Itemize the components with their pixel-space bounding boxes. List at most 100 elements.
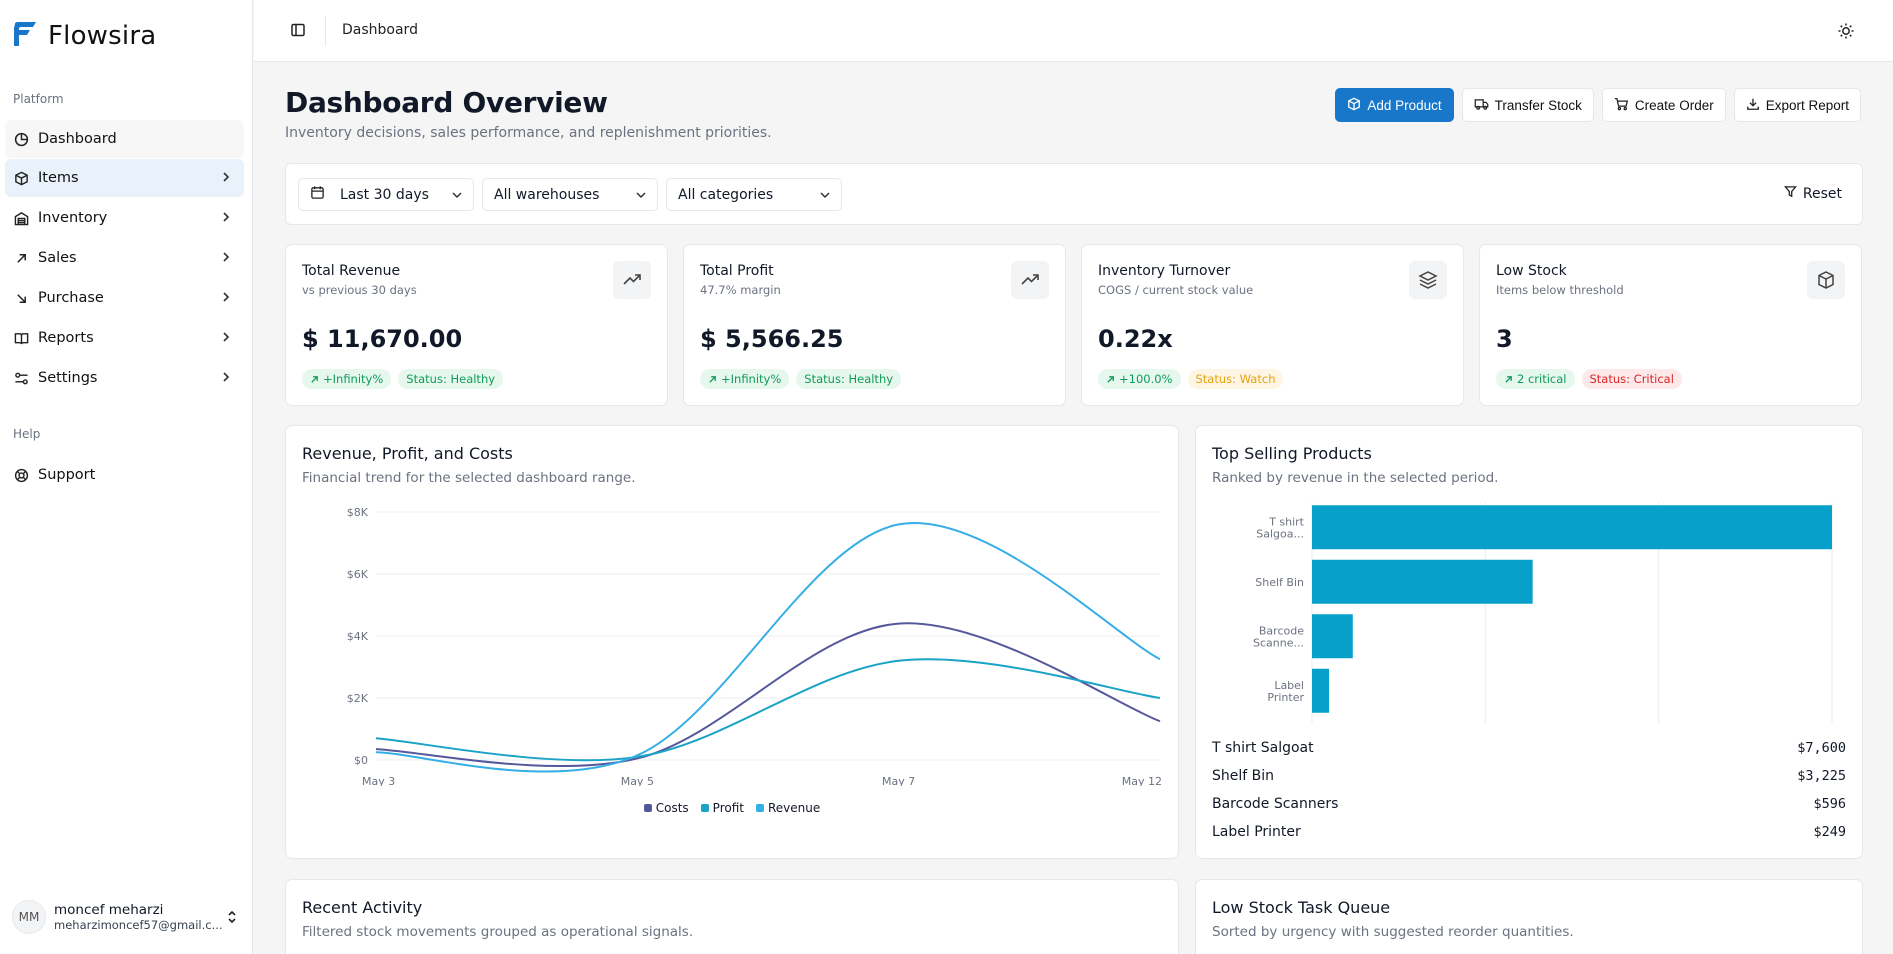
date-range-value: Last 30 days	[340, 186, 429, 203]
stat-title: Total Profit	[700, 263, 774, 279]
transfer-stock-label: Transfer Stock	[1494, 97, 1582, 113]
sidebar-item-items[interactable]: Items	[5, 159, 244, 197]
header-actions: Add Product Transfer Stock Create Order …	[1335, 88, 1861, 122]
chart-legend: Costs Profit Revenue	[286, 801, 1178, 815]
stat-title: Total Revenue	[302, 263, 401, 279]
product-name: Barcode Scanners	[1212, 796, 1339, 812]
product-value: $7,600	[1797, 740, 1846, 756]
y-tick-label: $4K	[347, 630, 369, 643]
chevrons-up-down-icon[interactable]	[226, 909, 238, 929]
filter-bar: Last 30 days All warehouses All categori…	[285, 163, 1863, 225]
legend-label: Profit	[712, 801, 744, 815]
sidebar-item-purchase[interactable]: Purchase	[5, 279, 244, 317]
bar[interactable]	[1312, 614, 1353, 659]
panel-subtitle: Filtered stock movements grouped as oper…	[302, 924, 694, 940]
change-badge: +Infinity%	[700, 369, 790, 389]
bar[interactable]	[1312, 505, 1832, 550]
series-line-costs	[375, 622, 1161, 767]
add-product-button[interactable]: Add Product	[1335, 88, 1454, 122]
chevron-down-icon	[451, 189, 463, 205]
transfer-stock-button[interactable]: Transfer Stock	[1461, 88, 1594, 122]
sidebar-item-inventory[interactable]: Inventory	[5, 199, 244, 237]
series-line-profit	[375, 658, 1161, 762]
panel-title: Revenue, Profit, and Costs	[302, 444, 513, 463]
low-stock-queue-panel: Low Stock Task Queue Sorted by urgency w…	[1195, 879, 1863, 954]
y-tick-label: $2K	[347, 692, 369, 705]
legend-swatch	[643, 804, 652, 812]
create-order-label: Create Order	[1634, 97, 1714, 113]
dashboard-icon	[13, 131, 29, 147]
chevron-right-icon	[220, 251, 232, 267]
user-menu[interactable]: MM moncef meharzi meharzimoncef57@gmail.…	[12, 900, 242, 934]
stat-value: 0.22x	[1098, 325, 1173, 353]
list-item: T shirt Salgoat $7,600	[1212, 740, 1846, 760]
panel-subtitle: Sorted by urgency with suggested reorder…	[1212, 924, 1574, 940]
sidebar-item-label: Inventory	[38, 210, 108, 226]
warehouse-icon	[13, 210, 29, 226]
stat-value: $ 11,670.00	[302, 325, 463, 353]
help-section-label: Help	[13, 427, 41, 441]
export-report-button[interactable]: Export Report	[1733, 88, 1861, 122]
legend-item-profit[interactable]: Profit	[700, 801, 744, 815]
status-badge: Status: Watch	[1187, 369, 1284, 389]
change-value: +Infinity%	[721, 372, 782, 386]
recent-activity-panel: Recent Activity Filtered stock movements…	[285, 879, 1179, 954]
category-select[interactable]: All categories	[666, 178, 842, 211]
top-selling-panel: Top Selling Products Ranked by revenue i…	[1195, 425, 1863, 859]
stat-card-inventory-turnover: Inventory Turnover COGS / current stock …	[1081, 244, 1464, 406]
theme-toggle-sun-icon[interactable]	[1837, 22, 1855, 44]
status-badge: Status: Healthy	[796, 369, 902, 389]
trending-up-icon	[613, 261, 651, 299]
reset-filters-button[interactable]: Reset	[1783, 185, 1842, 202]
export-report-label: Export Report	[1765, 97, 1849, 113]
panel-title: Low Stock Task Queue	[1212, 898, 1391, 917]
create-order-button[interactable]: Create Order	[1601, 88, 1726, 122]
sidebar-toggle-icon[interactable]	[290, 22, 306, 42]
legend-swatch	[755, 804, 764, 812]
sidebar-item-dashboard[interactable]: Dashboard	[5, 120, 244, 158]
avatar: MM	[12, 900, 46, 934]
product-value: $3,225	[1797, 768, 1846, 784]
topbar: Dashboard	[254, 0, 1893, 62]
book-icon	[13, 330, 29, 346]
y-tick-label: $8K	[347, 506, 369, 519]
chevron-down-icon	[635, 189, 647, 205]
package-icon	[1807, 261, 1845, 299]
chevron-right-icon	[220, 291, 232, 307]
brand[interactable]: Flowsira	[12, 20, 156, 52]
change-value: +100.0%	[1119, 372, 1173, 386]
sidebar: Flowsira Platform Dashboard Items Invent…	[0, 0, 253, 954]
date-range-select[interactable]: Last 30 days	[298, 178, 474, 211]
stat-subtitle: vs previous 30 days	[302, 283, 417, 297]
sidebar-item-sales[interactable]: Sales	[5, 239, 244, 277]
platform-section-label: Platform	[13, 92, 64, 106]
sidebar-item-settings[interactable]: Settings	[5, 359, 244, 397]
sidebar-item-reports[interactable]: Reports	[5, 319, 244, 357]
y-tick-label: $6K	[347, 568, 369, 581]
sidebar-item-support[interactable]: Support	[5, 456, 244, 494]
legend-item-revenue[interactable]: Revenue	[755, 801, 821, 815]
filter-icon	[1783, 185, 1797, 202]
user-name: moncef meharzi	[54, 902, 164, 918]
stat-card-total-profit: Total Profit 47.7% margin $ 5,566.25 +In…	[683, 244, 1066, 406]
product-name: Label Printer	[1212, 824, 1301, 840]
change-badge: 2 critical	[1496, 369, 1575, 389]
legend-label: Revenue	[767, 801, 821, 815]
warehouse-value: All warehouses	[494, 186, 600, 203]
bar-category-label: Label	[1274, 679, 1304, 692]
bar[interactable]	[1312, 668, 1330, 713]
bar-category-label: Scanne...	[1253, 636, 1304, 649]
series-line-revenue	[375, 522, 1161, 773]
sidebar-item-label: Settings	[38, 370, 98, 386]
sidebar-item-label: Support	[38, 467, 96, 483]
chevron-right-icon	[220, 171, 232, 187]
panel-subtitle: Ranked by revenue in the selected period…	[1212, 470, 1499, 486]
topbar-divider	[325, 16, 326, 46]
legend-item-costs[interactable]: Costs	[643, 801, 689, 815]
x-tick-label: May 12	[1122, 775, 1162, 786]
change-badge: +100.0%	[1098, 369, 1181, 389]
breadcrumb[interactable]: Dashboard	[342, 22, 418, 38]
bar[interactable]	[1312, 559, 1533, 604]
trending-up-icon	[1011, 261, 1049, 299]
warehouse-select[interactable]: All warehouses	[482, 178, 658, 211]
